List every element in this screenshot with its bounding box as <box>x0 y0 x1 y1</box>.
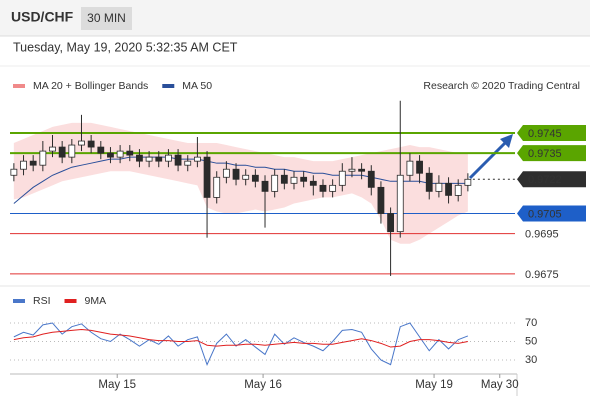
level-label: 0.9722 <box>528 174 562 186</box>
candle-body <box>319 184 327 192</box>
candle-body <box>107 152 114 158</box>
rsi-line <box>13 322 469 366</box>
candle-body <box>213 176 221 198</box>
candle-body <box>329 184 337 192</box>
x-tick-label: May 15 <box>98 379 136 391</box>
candle-body <box>29 160 37 166</box>
y-tick-label: 70 <box>525 317 537 329</box>
candle-body <box>261 180 269 192</box>
candle-body <box>290 176 298 184</box>
legend-label: MA 50 <box>182 80 212 92</box>
candle-body <box>309 180 317 186</box>
candle-body <box>116 150 124 158</box>
candle-body <box>87 140 95 148</box>
y-tick-label: 30 <box>525 354 537 366</box>
level-label: 0.9735 <box>528 148 562 160</box>
candle-body <box>464 178 472 186</box>
candle-body <box>155 156 163 162</box>
y-tick-label: 50 <box>525 335 537 347</box>
candle-body <box>271 174 279 192</box>
candle-body <box>49 146 56 152</box>
level-label-box <box>517 205 586 222</box>
level-label: 0.9745 <box>528 128 562 140</box>
candle-body <box>58 146 66 158</box>
x-tick-label: May 30 <box>481 379 519 391</box>
candle-body <box>454 184 462 196</box>
candle-body <box>184 160 192 166</box>
candle-body <box>165 154 172 162</box>
candle-body <box>78 140 85 146</box>
candle-body <box>193 156 201 162</box>
candle-body <box>203 156 211 198</box>
candle-body <box>280 174 288 184</box>
candle-body <box>358 168 366 172</box>
candle-body <box>97 146 105 154</box>
legend-label: RSI <box>33 295 51 307</box>
credit: Research © 2020 Trading Central <box>423 80 580 92</box>
plot-layer: Research © 2020 Trading Central MA 20 + B… <box>10 80 586 391</box>
candle-body <box>174 154 182 166</box>
legend-swatch <box>162 84 175 88</box>
candle-body <box>300 176 308 182</box>
legend-swatch <box>13 299 25 303</box>
candle-body <box>406 160 414 176</box>
candle-body <box>425 172 433 192</box>
forecast-arrow <box>468 139 509 180</box>
candle-body <box>348 168 356 172</box>
legend-label: MA 20 + Bollinger Bands <box>33 80 148 92</box>
candle-body <box>396 174 404 233</box>
level-label-box <box>517 145 586 162</box>
candle-body <box>435 182 443 192</box>
candle-body <box>136 154 143 162</box>
candle-body <box>242 174 250 180</box>
level-label: 0.9705 <box>528 208 562 220</box>
interval[interactable]: 30 MIN <box>87 11 126 25</box>
candle-body <box>445 182 452 196</box>
candle-body <box>145 156 153 162</box>
candle-body <box>416 160 423 174</box>
candle-body <box>39 150 47 166</box>
candle-body <box>251 174 259 182</box>
legend-label: 9MA <box>85 295 107 307</box>
candle-body <box>20 160 27 170</box>
candle-body <box>126 150 134 156</box>
legend-swatch <box>13 84 25 88</box>
interval-button[interactable] <box>81 7 132 30</box>
timestamp: Tuesday, May 19, 2020 5:32:35 AM CET <box>13 40 238 54</box>
forecast-arrowhead <box>500 134 513 148</box>
legend-swatch <box>64 299 77 303</box>
candle-body <box>10 168 18 176</box>
candle-body <box>232 168 240 180</box>
candle-body <box>367 170 375 188</box>
x-tick-label: May 16 <box>244 379 282 391</box>
level-label-box <box>517 171 586 188</box>
rsi-line <box>13 328 468 348</box>
level-label-box <box>517 124 586 141</box>
candle-body <box>338 170 346 186</box>
symbol: USD/CHF <box>11 9 74 25</box>
x-tick-label: May 19 <box>415 379 453 391</box>
level-label: 0.9695 <box>525 229 559 241</box>
candle-body <box>377 186 385 214</box>
candle-body <box>222 168 230 178</box>
ma50-line <box>13 156 468 204</box>
candle-body <box>387 213 394 233</box>
candle-body <box>68 144 76 158</box>
level-label: 0.9675 <box>525 269 559 281</box>
